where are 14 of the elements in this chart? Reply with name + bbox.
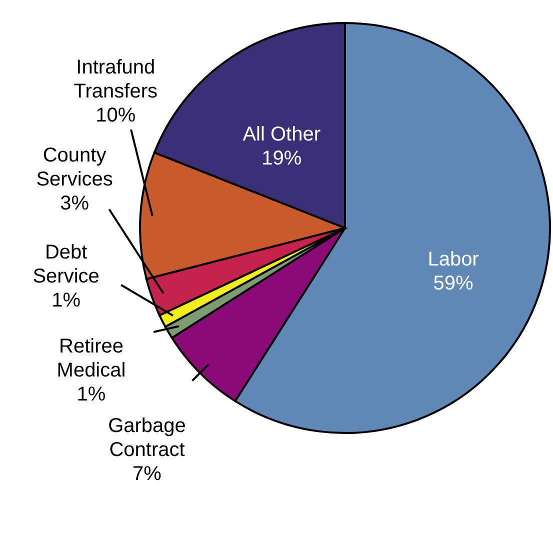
slice-label: County Services [36, 144, 113, 191]
slice-label: Intrafund Transfers [74, 56, 158, 102]
slice-label: All Other [242, 124, 321, 146]
data-label: 7% [132, 462, 162, 485]
data-label: 3% [60, 192, 90, 215]
data-label: 10% [96, 104, 136, 126]
data-label: 1% [52, 289, 81, 312]
data-label: 59% [433, 272, 474, 294]
data-label: 1% [76, 383, 106, 406]
slice-label: Retiree Medical [56, 335, 126, 382]
slice-label: Labor [428, 248, 480, 270]
slice-label: Garbage Contract [108, 414, 186, 461]
data-label: 19% [262, 148, 302, 170]
slice-label: Debt Service [32, 241, 100, 288]
